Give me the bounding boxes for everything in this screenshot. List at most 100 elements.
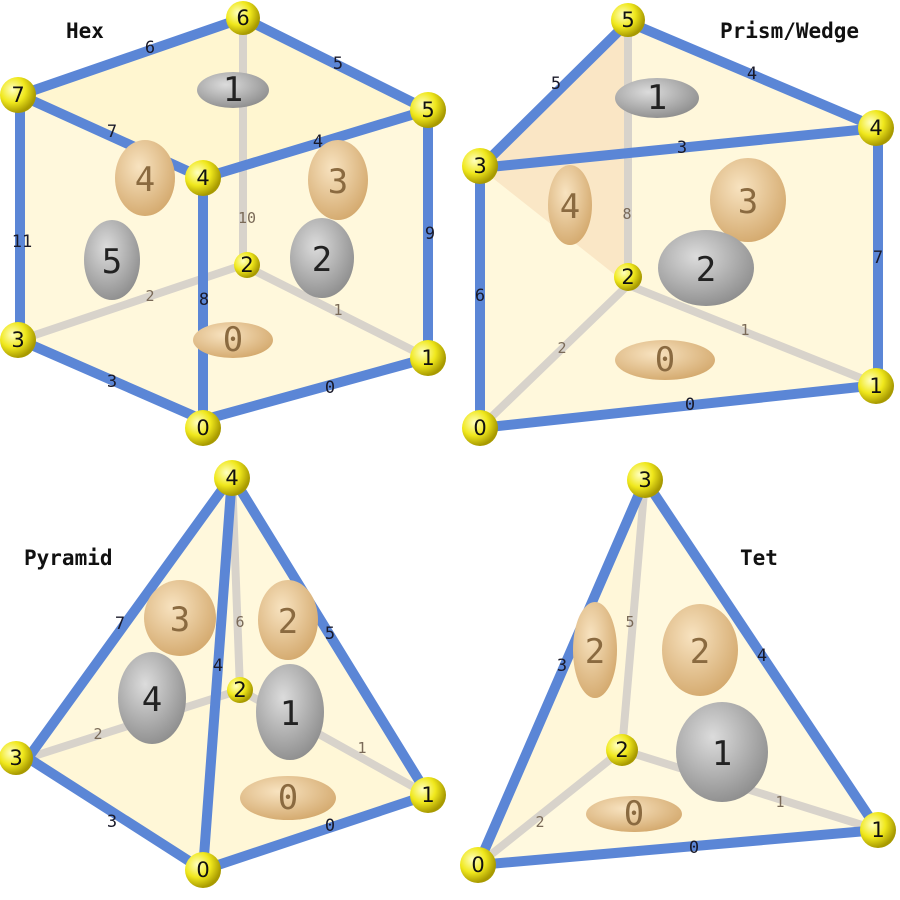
prism-vertex-label: 5 <box>621 8 634 32</box>
hex-edge-label: 10 <box>238 209 256 227</box>
tet-face-label: 1 <box>712 734 732 774</box>
tet-face-label: 2 <box>690 632 710 672</box>
prism-face-label: 0 <box>655 340 675 380</box>
prism-edge-label: 0 <box>685 395 695 415</box>
prism-edge-label: 6 <box>475 286 485 306</box>
hex-vertex-label: 0 <box>196 416 209 440</box>
hex-vertex-label: 6 <box>236 6 249 30</box>
pyramid-title: Pyramid <box>24 546 113 570</box>
prism-face-label: 3 <box>738 182 758 222</box>
pyramid-edge-label: 0 <box>325 816 335 836</box>
hex-edge-label: 0 <box>325 378 335 398</box>
hex-face-label: 3 <box>328 162 348 202</box>
pyramid-edge-label: 6 <box>235 613 244 631</box>
tet-vertex-label: 0 <box>471 853 484 877</box>
hex-edge-label: 9 <box>425 224 435 244</box>
hex-vertex-label: 7 <box>11 83 24 107</box>
prism-edge-label: 2 <box>557 339 566 357</box>
prism-edge-label: 7 <box>873 248 883 268</box>
hex-face-label: 4 <box>135 160 155 200</box>
pyramid-edge-label: 7 <box>115 614 125 634</box>
prism-vertex-label: 1 <box>869 374 882 398</box>
tet-edge-label: 0 <box>689 838 699 858</box>
prism-edge-label: 4 <box>747 64 757 84</box>
tet-title: Tet <box>740 546 778 570</box>
prism-face-label: 1 <box>647 78 667 118</box>
tet-edge-label: 1 <box>775 793 784 811</box>
prism-vertex-label: 0 <box>473 416 486 440</box>
pyramid-edges <box>23 471 433 875</box>
hex-edge-label: 5 <box>333 54 343 74</box>
pyramid-vertex-label: 0 <box>196 858 209 882</box>
hex-face-label: 5 <box>102 242 122 282</box>
hex-edge-label: 11 <box>12 232 32 252</box>
hex-edge-label: 2 <box>145 287 154 305</box>
tet-face-disks: 0 2 2 1 <box>573 602 768 834</box>
pyramid-face-disks: 0 3 2 4 1 <box>118 580 336 820</box>
pyramid-vertex-label: 3 <box>9 746 22 770</box>
prism-face-disks: 0 4 3 2 1 <box>548 78 786 380</box>
tet-vertices: 0 1 2 3 <box>460 462 896 883</box>
tet-edge-labels: 3 4 0 <box>557 646 767 858</box>
prism-edge-label: 5 <box>551 74 561 94</box>
hex-edge-label: 1 <box>333 301 342 319</box>
pyramid-edge-labels: 7 4 5 3 0 <box>107 614 335 836</box>
hex-face-label: 1 <box>223 70 243 110</box>
hex-face-label: 2 <box>312 240 332 280</box>
prism-panel: Prism/Wedge 8 1 2 0 4 3 <box>462 3 894 446</box>
pyramid-edge-label: 2 <box>93 725 102 743</box>
prism-face-label: 4 <box>560 187 580 227</box>
hex-vertex-label: 1 <box>421 346 434 370</box>
tet-edge-label: 2 <box>535 813 544 831</box>
hex-edge-label: 4 <box>313 132 323 152</box>
pyramid-face-label: 3 <box>170 600 190 640</box>
pyramid-edge-label: 3 <box>107 812 117 832</box>
pyramid-face-label: 0 <box>278 778 298 818</box>
pyramid-vertex-label: 1 <box>421 783 434 807</box>
prism-edge-label: 8 <box>622 205 631 223</box>
tet-face-label: 0 <box>624 794 644 834</box>
hex-edge-labels: 6 5 7 4 11 8 9 3 0 <box>12 38 435 398</box>
tet-vertex-label: 3 <box>638 468 651 492</box>
pyramid-edge-label: 5 <box>325 624 335 644</box>
pyramid-vertex-label: 4 <box>225 466 238 490</box>
pyramid-face-label: 2 <box>278 602 298 642</box>
hex-edge-label: 3 <box>107 372 117 392</box>
tet-edge-label: 3 <box>557 656 567 676</box>
hex-vertex-label: 3 <box>11 328 24 352</box>
hex-vertex-label: 4 <box>196 166 209 190</box>
hex-face-label: 0 <box>223 320 243 360</box>
tet-edge-label: 5 <box>625 613 634 631</box>
prism-vertex-label: 4 <box>869 116 882 140</box>
prism-face-label: 2 <box>696 250 716 290</box>
hex-vertex-label: 5 <box>421 98 434 122</box>
pyramid-face-label: 4 <box>142 680 162 720</box>
hex-edge-label: 8 <box>199 290 209 310</box>
pyramid-vertices: 0 1 2 3 4 <box>0 460 446 888</box>
prism-vertex-label: 2 <box>621 265 634 289</box>
tet-edge-label: 4 <box>757 646 767 666</box>
pyramid-edge-label: 4 <box>213 656 223 676</box>
tet-face-label: 2 <box>585 632 605 672</box>
hex-vertices: 0 1 2 3 4 5 6 7 <box>0 1 446 446</box>
hex-title: Hex <box>66 19 104 43</box>
prism-vertex-label: 3 <box>473 154 486 178</box>
hex-face-disks: 0 2 5 4 3 1 <box>84 70 368 360</box>
hex-edge-label: 7 <box>107 122 117 142</box>
tet-panel: Tet 5 1 2 0 2 2 1 3 4 <box>460 462 896 883</box>
hex-edge-label: 6 <box>145 38 155 58</box>
hex-vertex-label: 2 <box>240 253 253 277</box>
pyramid-panel: Pyramid 6 1 2 0 3 2 4 <box>0 460 446 888</box>
pyramid-face-label: 1 <box>280 694 300 734</box>
prism-edge-label: 3 <box>677 138 687 158</box>
prism-edge-label: 1 <box>740 321 749 339</box>
hex-panel: Hex 10 1 2 0 2 <box>0 1 446 446</box>
tet-vertex-label: 2 <box>615 738 628 762</box>
tet-vertex-label: 1 <box>871 818 884 842</box>
prism-title: Prism/Wedge <box>720 19 859 43</box>
tet-edges <box>473 475 883 870</box>
pyramid-edge-label: 1 <box>357 739 366 757</box>
prism-vertices: 0 1 2 3 4 5 <box>462 3 894 446</box>
prism-edge-labels: 5 4 3 6 7 0 <box>475 64 883 415</box>
